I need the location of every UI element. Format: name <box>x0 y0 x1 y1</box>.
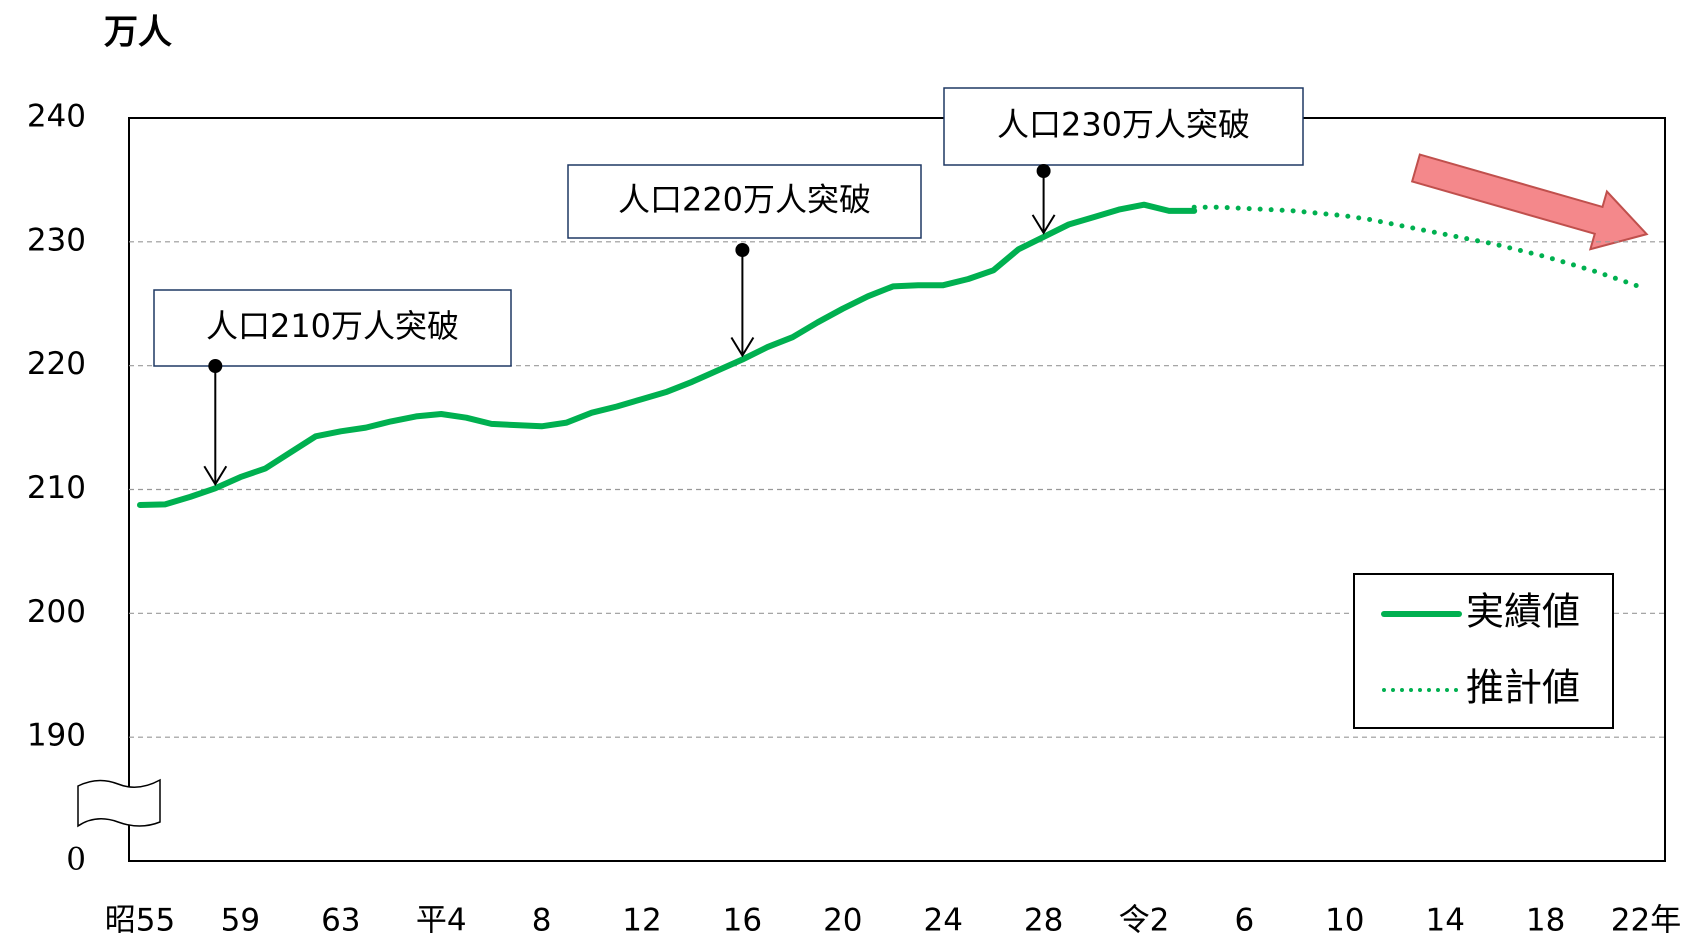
y-tick-label: 220 <box>27 346 86 382</box>
legend-label: 推計値 <box>1466 666 1580 710</box>
annotation-box <box>153 289 512 367</box>
x-tick-label: 63 <box>321 903 360 938</box>
axis-break <box>77 778 161 828</box>
annotation-box <box>943 87 1304 166</box>
y-tick-label: 200 <box>27 594 86 630</box>
x-tick-label: 平4 <box>416 903 467 938</box>
y-tick-label: 240 <box>27 99 86 135</box>
trend-arrow <box>1410 153 1649 251</box>
x-tick-label: 8 <box>532 903 552 938</box>
annotation-text: 人口210万人突破 <box>206 307 459 345</box>
x-tick-label: 18 <box>1526 903 1565 938</box>
x-tick-label: 59 <box>221 903 260 938</box>
x-tick-label: 22年 <box>1611 903 1681 938</box>
y-tick-label: 0 <box>66 842 86 878</box>
y-tick-label: 210 <box>27 470 86 506</box>
x-tick-label: 令2 <box>1119 903 1170 938</box>
annotation-arrowhead <box>1031 214 1056 235</box>
series-line <box>1191 204 1649 292</box>
legend-label: 実績値 <box>1466 590 1580 634</box>
series-line <box>137 201 1198 508</box>
x-tick-label: 24 <box>923 903 962 938</box>
annotation-text: 人口220万人突破 <box>618 181 871 219</box>
y-axis-label: 万人 <box>104 13 172 53</box>
annotation-arrowhead <box>203 465 228 487</box>
x-tick-label: 28 <box>1024 903 1063 938</box>
annotation-text: 人口230万人突破 <box>997 106 1250 144</box>
y-tick-label: 230 <box>27 222 86 258</box>
x-tick-label: 12 <box>622 903 661 938</box>
x-tick-label: 昭55 <box>105 903 175 938</box>
annotation-box <box>567 164 922 239</box>
legend-box <box>1353 573 1614 729</box>
x-tick-label: 10 <box>1325 903 1364 938</box>
x-tick-label: 6 <box>1235 903 1255 938</box>
annotation-arrowhead <box>730 336 755 358</box>
x-tick-label: 16 <box>723 903 762 938</box>
x-tick-label: 14 <box>1425 903 1464 938</box>
x-tick-label: 20 <box>823 903 862 938</box>
y-tick-label: 190 <box>27 718 86 754</box>
